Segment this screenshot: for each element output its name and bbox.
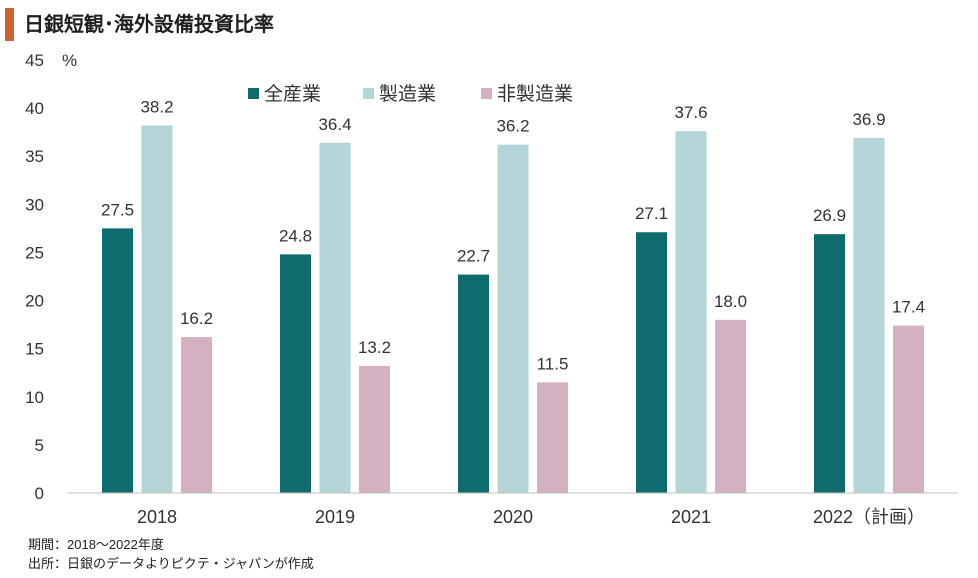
source-note: 出所：日銀のデータよりピクテ・ジャパンが作成 (28, 556, 314, 571)
y-tick-label: 35 (25, 147, 44, 166)
data-labels: 27.5 24.8 22.7 27.1 26.9 38.2 36.4 36.2 37.6 36.9… (101, 97, 925, 373)
bar-non-manufacturing (181, 337, 212, 493)
data-label-non-manufacturing: 18.0 (714, 292, 747, 311)
data-label-non-manufacturing: 17.4 (892, 298, 925, 317)
y-tick-label: 5 (35, 436, 44, 455)
legend-label-all-industries: 全産業 (264, 83, 321, 105)
bar-non-manufacturing (537, 382, 568, 493)
period-note: 期間：2018～2022年度 (28, 537, 164, 552)
x-tick-label: 2022（計画） (813, 507, 925, 527)
bar-all-industries (280, 254, 311, 493)
bar-non-manufacturing (893, 325, 924, 493)
x-tick-label: 2020 (493, 507, 533, 527)
bar-manufacturing (497, 144, 529, 494)
data-label-manufacturing: 36.4 (318, 115, 351, 134)
bar-non-manufacturing (715, 319, 746, 493)
legend: 全産業 製造業 非製造業 (248, 83, 573, 105)
legend-swatch-non-manufacturing (481, 88, 492, 99)
bar-all-industries (458, 274, 489, 493)
bar-marks (102, 125, 924, 494)
bar-manufacturing (853, 137, 885, 493)
y-tick-label: 25 (25, 243, 44, 262)
data-label-all-industries: 26.9 (813, 206, 846, 225)
data-label-all-industries: 27.1 (635, 204, 668, 223)
bar-non-manufacturing (359, 365, 390, 493)
y-axis-unit: % (62, 51, 77, 70)
bar-all-industries (102, 228, 133, 493)
legend-label-non-manufacturing: 非製造業 (497, 83, 573, 105)
x-tick-label: 2018 (137, 507, 177, 527)
data-label-non-manufacturing: 11.5 (537, 354, 569, 373)
bar-manufacturing (141, 125, 173, 493)
data-label-manufacturing: 37.6 (674, 103, 707, 122)
x-tick-label: 2021 (671, 507, 711, 527)
data-label-manufacturing: 36.2 (496, 117, 529, 136)
data-label-manufacturing: 36.9 (852, 110, 885, 129)
legend-label-manufacturing: 製造業 (379, 83, 436, 105)
data-label-all-industries: 22.7 (457, 247, 490, 266)
bar-all-industries (636, 232, 667, 493)
bar-manufacturing (319, 142, 351, 494)
y-tick-label: 15 (25, 340, 44, 359)
data-label-all-industries: 27.5 (101, 200, 134, 219)
y-tick-label: 40 (25, 99, 44, 118)
legend-swatch-manufacturing (363, 88, 374, 99)
data-label-non-manufacturing: 13.2 (358, 338, 391, 357)
y-tick-label: 30 (25, 195, 44, 214)
legend-swatch-all-industries (248, 88, 259, 99)
x-tick-label: 2019 (315, 507, 355, 527)
y-tick-label: 20 (25, 292, 44, 311)
y-tick-label: 10 (25, 388, 44, 407)
chart-title: 日銀短観･海外設備投資比率 (24, 14, 274, 36)
data-label-non-manufacturing: 16.2 (180, 309, 213, 328)
data-label-manufacturing: 38.2 (140, 97, 173, 116)
x-axis: 2018 2019 2020 2021 2022（計画） (137, 507, 925, 527)
title-accent-bar (5, 8, 14, 41)
y-tick-label: 45 (25, 51, 44, 70)
bar-manufacturing (675, 131, 707, 493)
y-axis: 0 5 10 15 20 25 30 35 40 45 (25, 51, 44, 503)
bar-all-industries (814, 234, 845, 493)
data-label-all-industries: 24.8 (279, 226, 312, 245)
y-tick-label: 0 (35, 484, 44, 503)
